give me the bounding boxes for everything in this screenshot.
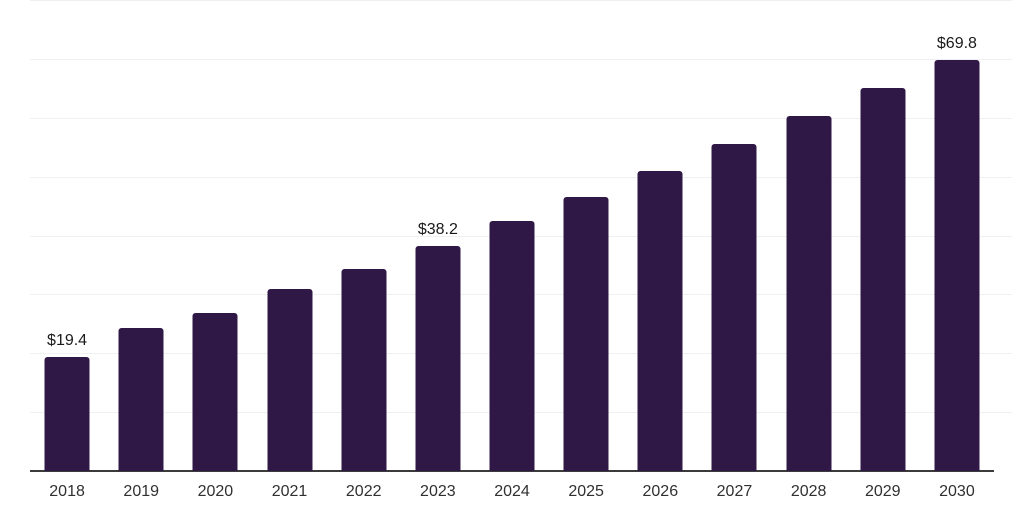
- bar-2020: [192, 312, 238, 471]
- bar-2021: [267, 289, 313, 471]
- x-axis-line: [30, 470, 994, 472]
- x-tick-label-2029: 2029: [864, 483, 901, 500]
- x-tick-label-2019: 2019: [123, 483, 160, 500]
- bar-2026: [637, 171, 683, 471]
- bar-2023: [415, 246, 461, 471]
- gridline-60: [30, 117, 1012, 119]
- x-tick-label-2028: 2028: [790, 483, 827, 500]
- gridline-50: [30, 176, 1012, 178]
- bar-2030: [934, 60, 980, 471]
- bar-value-label-2030: $69.8: [936, 35, 977, 53]
- bar-2027: [711, 143, 757, 471]
- x-tick-label-2023: 2023: [420, 483, 456, 500]
- bar-2029: [860, 88, 906, 471]
- bar-2024: [489, 221, 535, 471]
- bar-2025: [563, 196, 609, 471]
- bar-value-label-2018: $19.4: [47, 331, 88, 349]
- bar-2018: [44, 356, 90, 471]
- x-tick-label-2025: 2025: [568, 483, 604, 500]
- bar-value-label-2023: $38.2: [417, 221, 458, 239]
- x-tick-label-2022: 2022: [345, 483, 382, 500]
- x-tick-label-2024: 2024: [494, 483, 530, 500]
- x-tick-label-2021: 2021: [271, 483, 308, 500]
- plot-area: $19.4 $38.2 $69.8: [30, 0, 1012, 472]
- x-tick-label-2026: 2026: [642, 483, 679, 500]
- x-tick-label-2027: 2027: [716, 483, 753, 500]
- gridline-80: [30, 0, 1012, 1]
- gridline-70: [30, 58, 1012, 60]
- x-tick-label-2018: 2018: [49, 483, 85, 500]
- x-tick-label-2020: 2020: [197, 483, 234, 500]
- bar-2019: [118, 327, 164, 471]
- bar-2022: [341, 269, 387, 471]
- bar-2028: [786, 115, 832, 471]
- x-tick-label-2030: 2030: [939, 483, 975, 500]
